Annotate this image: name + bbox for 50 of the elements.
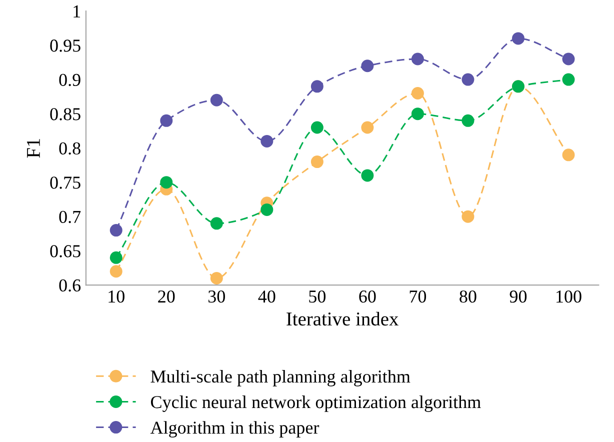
point <box>462 114 474 127</box>
point <box>310 156 324 168</box>
point <box>562 52 575 66</box>
point <box>210 272 223 284</box>
point <box>411 52 424 66</box>
point <box>512 32 524 45</box>
point <box>110 224 122 237</box>
y-tick-label: 0.75 <box>50 176 80 189</box>
point <box>361 121 374 134</box>
point <box>160 176 173 189</box>
point <box>361 60 374 72</box>
point <box>110 265 122 278</box>
point <box>411 87 424 100</box>
point <box>160 114 173 127</box>
x-tick-label: 20 <box>158 290 175 303</box>
legend-label: Cyclic neural network optimization algorithm <box>150 396 481 412</box>
point <box>462 210 474 223</box>
point <box>462 73 474 86</box>
legend-label: Multi-scale path planning algorithm <box>150 370 410 386</box>
point <box>562 73 575 86</box>
x-tick-label: 40 <box>258 290 276 303</box>
x-tick-label: 60 <box>359 290 376 303</box>
x-tick-label: 30 <box>208 290 225 303</box>
point <box>110 251 122 264</box>
point <box>361 169 374 182</box>
y-tick-label: 0.65 <box>50 245 80 258</box>
point <box>310 121 324 134</box>
y-tick-label: 0.7 <box>59 210 81 224</box>
x-axis-title: Iterative index <box>286 312 398 326</box>
y-axis-title: F1 <box>26 138 40 158</box>
x-tick-label: 50 <box>309 290 326 303</box>
x-tick-label: 80 <box>460 290 476 303</box>
point <box>260 203 274 216</box>
y-tick-label: 1 <box>74 5 80 18</box>
y-tick-label: 0.9 <box>59 74 80 86</box>
y-tick-label: 0.6 <box>59 279 81 292</box>
point <box>260 134 274 148</box>
y-tick-label: 0.8 <box>59 142 80 155</box>
point <box>310 80 324 93</box>
y-tick-label: 0.95 <box>50 40 80 52</box>
legend-label: Algorithm in this paper <box>150 421 320 438</box>
point <box>210 94 223 106</box>
point <box>562 148 575 162</box>
point <box>210 217 223 230</box>
x-tick-label: 100 <box>556 290 582 303</box>
y-tick-label: 0.85 <box>50 108 80 120</box>
point <box>411 108 424 120</box>
x-tick-label: 90 <box>510 290 527 303</box>
x-tick-label: 10 <box>108 290 124 303</box>
x-tick-label: 70 <box>410 290 426 303</box>
